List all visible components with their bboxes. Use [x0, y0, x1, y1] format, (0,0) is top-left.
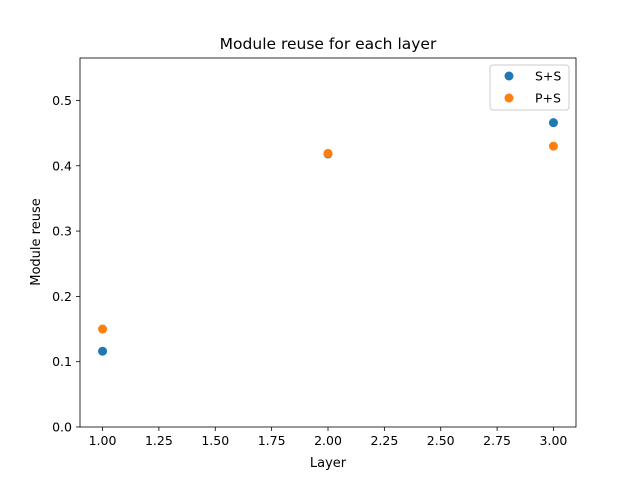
- data-point-p-s: [98, 324, 108, 334]
- y-tick-label: 0.0: [52, 420, 72, 435]
- x-tick-label: 2.50: [427, 433, 455, 448]
- data-point-s-s: [548, 118, 558, 128]
- legend-marker: [504, 71, 514, 81]
- x-tick-label: 2.75: [483, 433, 511, 448]
- data-point-s-s: [98, 346, 108, 356]
- x-tick-label: 1.25: [145, 433, 173, 448]
- plot-area: 1.00 1.25 1.50 1.75 2.00 2.25 2.50 2.75 3.00 0.0 0…: [52, 57, 577, 448]
- legend-label: S+S: [535, 69, 561, 84]
- legend-label: P+S: [535, 91, 561, 106]
- x-tick-label: 1.75: [258, 433, 286, 448]
- axes-frame: [79, 57, 577, 428]
- y-tick-label: 0.4: [52, 158, 72, 173]
- chart-title: Module reuse for each layer: [220, 35, 437, 53]
- y-tick-label: 0.2: [52, 289, 72, 304]
- x-tick-label: 1.50: [201, 433, 229, 448]
- x-axis-label: Layer: [310, 456, 347, 471]
- x-tick-label: 3.00: [540, 433, 568, 448]
- y-tick-label: 0.1: [52, 354, 72, 369]
- y-tick-label: 0.3: [52, 224, 72, 239]
- y-axis-label: Module reuse: [29, 198, 44, 285]
- x-tick-label: 2.00: [314, 433, 342, 448]
- x-tick-label: 2.25: [370, 433, 398, 448]
- data-point-p-s: [323, 148, 333, 158]
- y-tick-label: 0.5: [52, 93, 72, 108]
- legend-marker: [504, 93, 514, 103]
- x-tick-label: 1.00: [89, 433, 117, 448]
- data-point-p-s: [548, 141, 558, 151]
